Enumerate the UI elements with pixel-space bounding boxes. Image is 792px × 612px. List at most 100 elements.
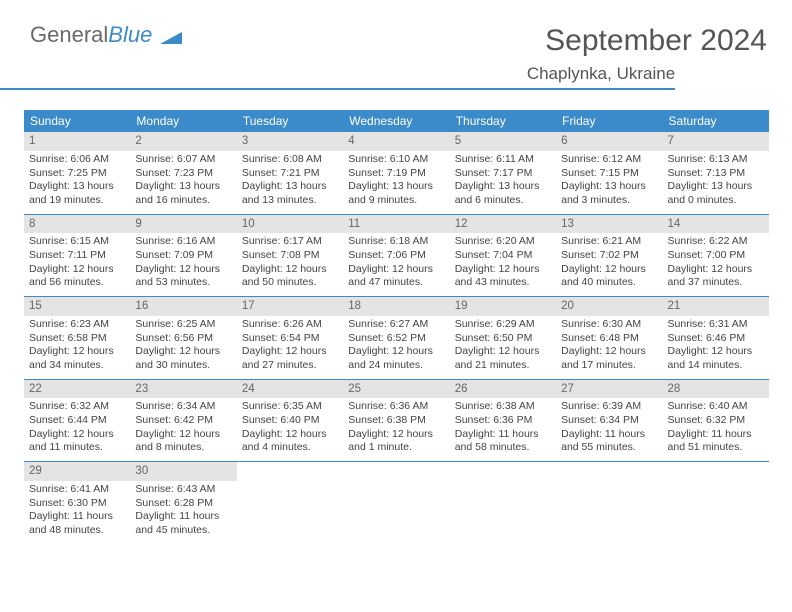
calendar-day-cell: . [663, 462, 769, 544]
sunset-line: Sunset: 7:08 PM [242, 249, 320, 261]
calendar-day-cell: 28Sunrise: 6:40 AMSunset: 6:32 PMDayligh… [663, 379, 769, 462]
sunset-line: Sunset: 6:56 PM [135, 332, 213, 344]
calendar-day-cell: 25Sunrise: 6:36 AMSunset: 6:38 PMDayligh… [343, 379, 449, 462]
sunset-line: Sunset: 7:06 PM [348, 249, 426, 261]
sunrise-line: Sunrise: 6:35 AM [242, 400, 322, 412]
sunset-line: Sunset: 6:48 PM [561, 332, 639, 344]
sunset-line: Sunset: 6:30 PM [29, 497, 107, 509]
sunrise-line: Sunrise: 6:20 AM [455, 235, 535, 247]
sunrise-line: Sunrise: 6:10 AM [348, 153, 428, 165]
calendar-day-cell: 4Sunrise: 6:10 AMSunset: 7:19 PMDaylight… [343, 132, 449, 214]
day-number: 9 [130, 215, 236, 234]
day-number: 7 [663, 132, 769, 151]
day-cell-body: Sunrise: 6:08 AMSunset: 7:21 PMDaylight:… [237, 153, 343, 214]
sunrise-line: Sunrise: 6:13 AM [668, 153, 748, 165]
day-cell-body: Sunrise: 6:25 AMSunset: 6:56 PMDaylight:… [130, 318, 236, 379]
day-cell-body: Sunrise: 6:34 AMSunset: 6:42 PMDaylight:… [130, 400, 236, 461]
page-header: September 2024 Chaplynka, Ukraine [545, 24, 767, 90]
calendar-grid: SundayMondayTuesdayWednesdayThursdayFrid… [24, 110, 769, 544]
day-number: 6 [556, 132, 662, 151]
day-number: 21 [663, 297, 769, 316]
brand-part2: Blue [108, 22, 152, 47]
calendar-day-cell: 14Sunrise: 6:22 AMSunset: 7:00 PMDayligh… [663, 214, 769, 297]
sunrise-line: Sunrise: 6:11 AM [455, 153, 534, 165]
day-cell-body: Sunrise: 6:21 AMSunset: 7:02 PMDaylight:… [556, 235, 662, 296]
sunrise-line: Sunrise: 6:22 AM [668, 235, 748, 247]
sunrise-line: Sunrise: 6:23 AM [29, 318, 109, 330]
day-header: Saturday [663, 110, 769, 132]
day-cell-body: Sunrise: 6:12 AMSunset: 7:15 PMDaylight:… [556, 153, 662, 214]
day-number: 27 [556, 380, 662, 399]
calendar-day-cell: 8Sunrise: 6:15 AMSunset: 7:11 PMDaylight… [24, 214, 130, 297]
day-number: 12 [450, 215, 556, 234]
sunrise-line: Sunrise: 6:27 AM [348, 318, 428, 330]
day-number: 14 [663, 215, 769, 234]
sunset-line: Sunset: 7:21 PM [242, 167, 320, 179]
calendar-month-title: September 2024 [545, 24, 767, 58]
calendar-day-cell: 27Sunrise: 6:39 AMSunset: 6:34 PMDayligh… [556, 379, 662, 462]
sunset-line: Sunset: 6:58 PM [29, 332, 107, 344]
sunset-line: Sunset: 7:00 PM [668, 249, 746, 261]
day-number: 4 [343, 132, 449, 151]
sunrise-line: Sunrise: 6:26 AM [242, 318, 322, 330]
daylight-line: Daylight: 13 hours and 16 minutes. [135, 180, 220, 206]
day-number: 23 [130, 380, 236, 399]
day-number: 28 [663, 380, 769, 399]
calendar-day-cell: 13Sunrise: 6:21 AMSunset: 7:02 PMDayligh… [556, 214, 662, 297]
day-cell-body: Sunrise: 6:20 AMSunset: 7:04 PMDaylight:… [450, 235, 556, 296]
day-cell-body [237, 483, 343, 539]
sunset-line: Sunset: 7:04 PM [455, 249, 533, 261]
daylight-line: Daylight: 12 hours and 21 minutes. [455, 345, 540, 371]
day-number: 3 [237, 132, 343, 151]
day-number: 24 [237, 380, 343, 399]
daylight-line: Daylight: 12 hours and 47 minutes. [348, 263, 433, 289]
day-cell-body: Sunrise: 6:26 AMSunset: 6:54 PMDaylight:… [237, 318, 343, 379]
sunrise-line: Sunrise: 6:16 AM [135, 235, 215, 247]
sunset-line: Sunset: 7:15 PM [561, 167, 639, 179]
day-number: 22 [24, 380, 130, 399]
day-cell-body [343, 483, 449, 539]
day-number: 19 [450, 297, 556, 316]
sunrise-line: Sunrise: 6:12 AM [561, 153, 641, 165]
calendar-day-cell: 16Sunrise: 6:25 AMSunset: 6:56 PMDayligh… [130, 297, 236, 380]
sunset-line: Sunset: 6:40 PM [242, 414, 320, 426]
daylight-line: Daylight: 12 hours and 50 minutes. [242, 263, 327, 289]
sunrise-line: Sunrise: 6:29 AM [455, 318, 535, 330]
sunset-line: Sunset: 6:54 PM [242, 332, 320, 344]
day-cell-body: Sunrise: 6:11 AMSunset: 7:17 PMDaylight:… [450, 153, 556, 214]
day-cell-body: Sunrise: 6:39 AMSunset: 6:34 PMDaylight:… [556, 400, 662, 461]
day-cell-body [556, 483, 662, 539]
day-cell-body: Sunrise: 6:31 AMSunset: 6:46 PMDaylight:… [663, 318, 769, 379]
day-number: 26 [450, 380, 556, 399]
calendar-day-cell: . [343, 462, 449, 544]
sunrise-line: Sunrise: 6:31 AM [668, 318, 748, 330]
day-number: 17 [237, 297, 343, 316]
day-header: Monday [130, 110, 236, 132]
sunset-line: Sunset: 6:34 PM [561, 414, 639, 426]
daylight-line: Daylight: 12 hours and 17 minutes. [561, 345, 646, 371]
daylight-line: Daylight: 12 hours and 53 minutes. [135, 263, 220, 289]
daylight-line: Daylight: 12 hours and 4 minutes. [242, 428, 327, 454]
calendar-day-cell: 21 Sunrise: 6:31 AMSunset: 6:46 PMDayligh… [663, 297, 769, 380]
calendar-day-cell: 18Sunrise: 6:27 AMSunset: 6:52 PMDayligh… [343, 297, 449, 380]
sunrise-line: Sunrise: 6:07 AM [135, 153, 215, 165]
calendar-day-cell: 30Sunrise: 6:43 AMSunset: 6:28 PMDayligh… [130, 462, 236, 544]
sunset-line: Sunset: 7:23 PM [135, 167, 213, 179]
brand-logo: GeneralBlue [30, 22, 182, 48]
sunrise-line: Sunrise: 6:30 AM [561, 318, 641, 330]
day-cell-body: Sunrise: 6:06 AMSunset: 7:25 PMDaylight:… [24, 153, 130, 214]
sunset-line: Sunset: 6:32 PM [668, 414, 746, 426]
calendar-day-cell: 6Sunrise: 6:12 AMSunset: 7:15 PMDaylight… [556, 132, 662, 214]
day-cell-body: Sunrise: 6:36 AMSunset: 6:38 PMDaylight:… [343, 400, 449, 461]
day-number: 10 [237, 215, 343, 234]
calendar-week-row: 22Sunrise: 6:32 AMSunset: 6:44 PMDayligh… [24, 379, 769, 462]
sunset-line: Sunset: 7:02 PM [561, 249, 639, 261]
calendar-week-row: 29Sunrise: 6:41 AMSunset: 6:30 PMDayligh… [24, 462, 769, 544]
calendar-day-cell: 9Sunrise: 6:16 AMSunset: 7:09 PMDaylight… [130, 214, 236, 297]
calendar-day-cell: 24Sunrise: 6:35 AM Sunset: 6:40 PM Dayligh… [237, 379, 343, 462]
daylight-line: Daylight: 12 hours and 8 minutes. [135, 428, 220, 454]
sunrise-line: Sunrise: 6:38 AM [455, 400, 535, 412]
day-number: 1 [24, 132, 130, 151]
day-header: Sunday [24, 110, 130, 132]
daylight-line: Daylight: 12 hours and 14 minutes. [668, 345, 753, 371]
